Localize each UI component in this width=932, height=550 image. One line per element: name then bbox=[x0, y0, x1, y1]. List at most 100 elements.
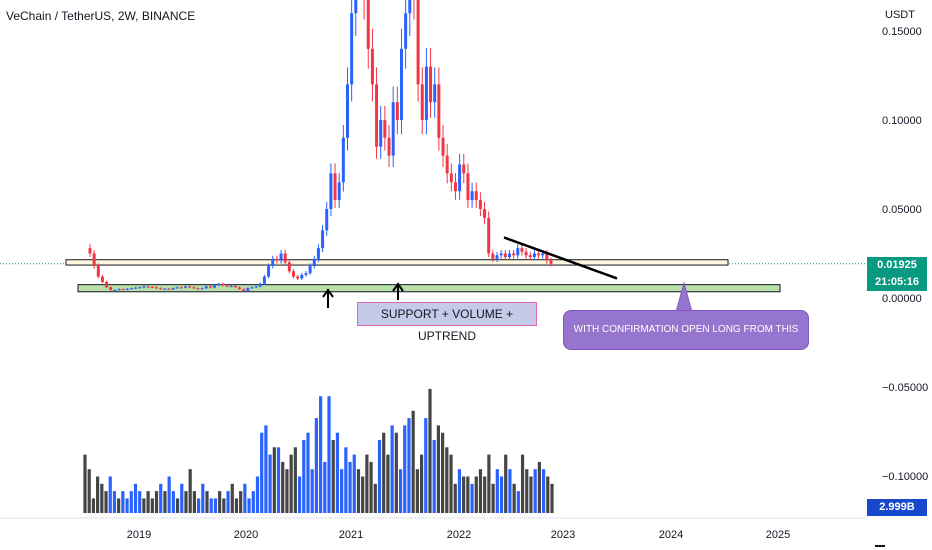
candle-body bbox=[433, 84, 437, 103]
candle-body bbox=[366, 0, 370, 49]
volume-bar bbox=[361, 476, 365, 513]
candle-body bbox=[512, 253, 516, 256]
candle-body bbox=[437, 84, 441, 138]
volume-bar bbox=[276, 447, 281, 513]
candle-body bbox=[250, 287, 254, 289]
volume-bar bbox=[196, 498, 201, 513]
candle-body bbox=[275, 258, 279, 261]
volume-bar bbox=[209, 498, 213, 513]
support-zone bbox=[77, 284, 781, 293]
volume-bar bbox=[541, 469, 546, 513]
callout-label[interactable]: WITH CONFIRMATION OPEN LONG FROM THIS ZO… bbox=[563, 310, 809, 373]
volume-bar bbox=[192, 491, 196, 513]
volume-bar bbox=[474, 476, 478, 513]
candle-body bbox=[229, 285, 233, 287]
volume-bar bbox=[398, 469, 403, 513]
volume-bar bbox=[218, 491, 222, 513]
candle-body bbox=[308, 265, 312, 274]
volume-bar bbox=[293, 447, 297, 513]
volume-bar bbox=[100, 483, 104, 513]
volume-bar bbox=[112, 491, 117, 513]
volume-bar bbox=[424, 418, 428, 513]
candle-body bbox=[92, 253, 96, 266]
time-tick-label: 2023 bbox=[551, 529, 575, 541]
volume-bar bbox=[163, 491, 167, 513]
arrow-up-1-head bbox=[322, 288, 334, 298]
volume-bar bbox=[432, 440, 436, 513]
candle-body bbox=[125, 288, 129, 290]
volume-bar bbox=[407, 418, 411, 513]
candle-body bbox=[300, 274, 304, 279]
candle-body bbox=[254, 286, 258, 288]
candle-body bbox=[154, 287, 158, 289]
candle-body bbox=[520, 248, 524, 252]
chart-title: VeChain / TetherUS, 2W, BINANCE bbox=[6, 9, 196, 23]
candle-body bbox=[420, 84, 424, 120]
candle-body bbox=[387, 137, 391, 156]
candle-body bbox=[545, 253, 549, 261]
candle-body bbox=[267, 265, 271, 277]
candle-body bbox=[225, 285, 229, 287]
volume-bar bbox=[133, 483, 138, 513]
volume-bar bbox=[394, 432, 398, 513]
candle-body bbox=[242, 289, 246, 291]
candle-body bbox=[449, 173, 453, 183]
candle-body bbox=[142, 286, 146, 288]
volume-bar bbox=[470, 483, 474, 513]
candle-body bbox=[516, 248, 520, 256]
volume-bar bbox=[188, 469, 192, 513]
volume-bar bbox=[403, 425, 407, 513]
volume-bar bbox=[453, 483, 457, 513]
candle-body bbox=[549, 260, 553, 264]
time-tick-label: 2025 bbox=[766, 529, 790, 541]
candle-body bbox=[109, 287, 113, 290]
candle-body bbox=[175, 287, 179, 289]
candle-body bbox=[167, 288, 171, 290]
volume-bar bbox=[348, 461, 352, 513]
volume-bar bbox=[230, 483, 234, 513]
volume-bar bbox=[323, 461, 327, 513]
candle-body bbox=[188, 286, 192, 288]
volume-bar bbox=[281, 461, 285, 513]
candle-body bbox=[146, 286, 150, 288]
volume-bar bbox=[415, 469, 419, 513]
candle-body bbox=[192, 287, 196, 289]
volume-bar bbox=[356, 469, 361, 513]
candle-body bbox=[399, 48, 403, 120]
volume-bar bbox=[138, 491, 142, 513]
candle-body bbox=[262, 276, 266, 284]
volume-bar bbox=[83, 454, 87, 513]
candle-body bbox=[105, 281, 109, 288]
downtrend-line bbox=[503, 236, 618, 280]
candle-body bbox=[88, 248, 92, 254]
volume-bar bbox=[125, 498, 129, 513]
volume-bar bbox=[243, 483, 247, 513]
candle-body bbox=[134, 287, 138, 289]
candle-body bbox=[217, 283, 221, 286]
candle-body bbox=[138, 287, 142, 289]
volume-bar bbox=[289, 454, 293, 513]
price-tick-label: 0.15000 bbox=[882, 26, 922, 38]
candle-body bbox=[117, 289, 121, 291]
candle-body bbox=[375, 84, 379, 147]
volume-bar bbox=[142, 498, 146, 513]
volume-bar bbox=[268, 454, 272, 513]
volume-bar bbox=[205, 491, 209, 513]
volume-bar bbox=[449, 454, 453, 513]
volume-bar bbox=[234, 498, 239, 513]
candle-body bbox=[453, 182, 457, 192]
price-tick-label: 0.00000 bbox=[882, 293, 922, 305]
candle-body bbox=[337, 182, 341, 201]
volume-bar bbox=[129, 491, 133, 513]
candle-body bbox=[537, 253, 541, 256]
candle-body bbox=[395, 102, 399, 120]
candle-body bbox=[470, 191, 474, 201]
volume-bar bbox=[272, 447, 276, 513]
candle-body bbox=[312, 258, 316, 266]
price-tick-label: 0.10000 bbox=[882, 115, 922, 127]
volume-badge: 2.999B bbox=[867, 499, 927, 516]
candle-body bbox=[233, 285, 237, 288]
volume-bar bbox=[382, 432, 386, 513]
candle-body bbox=[383, 120, 387, 138]
